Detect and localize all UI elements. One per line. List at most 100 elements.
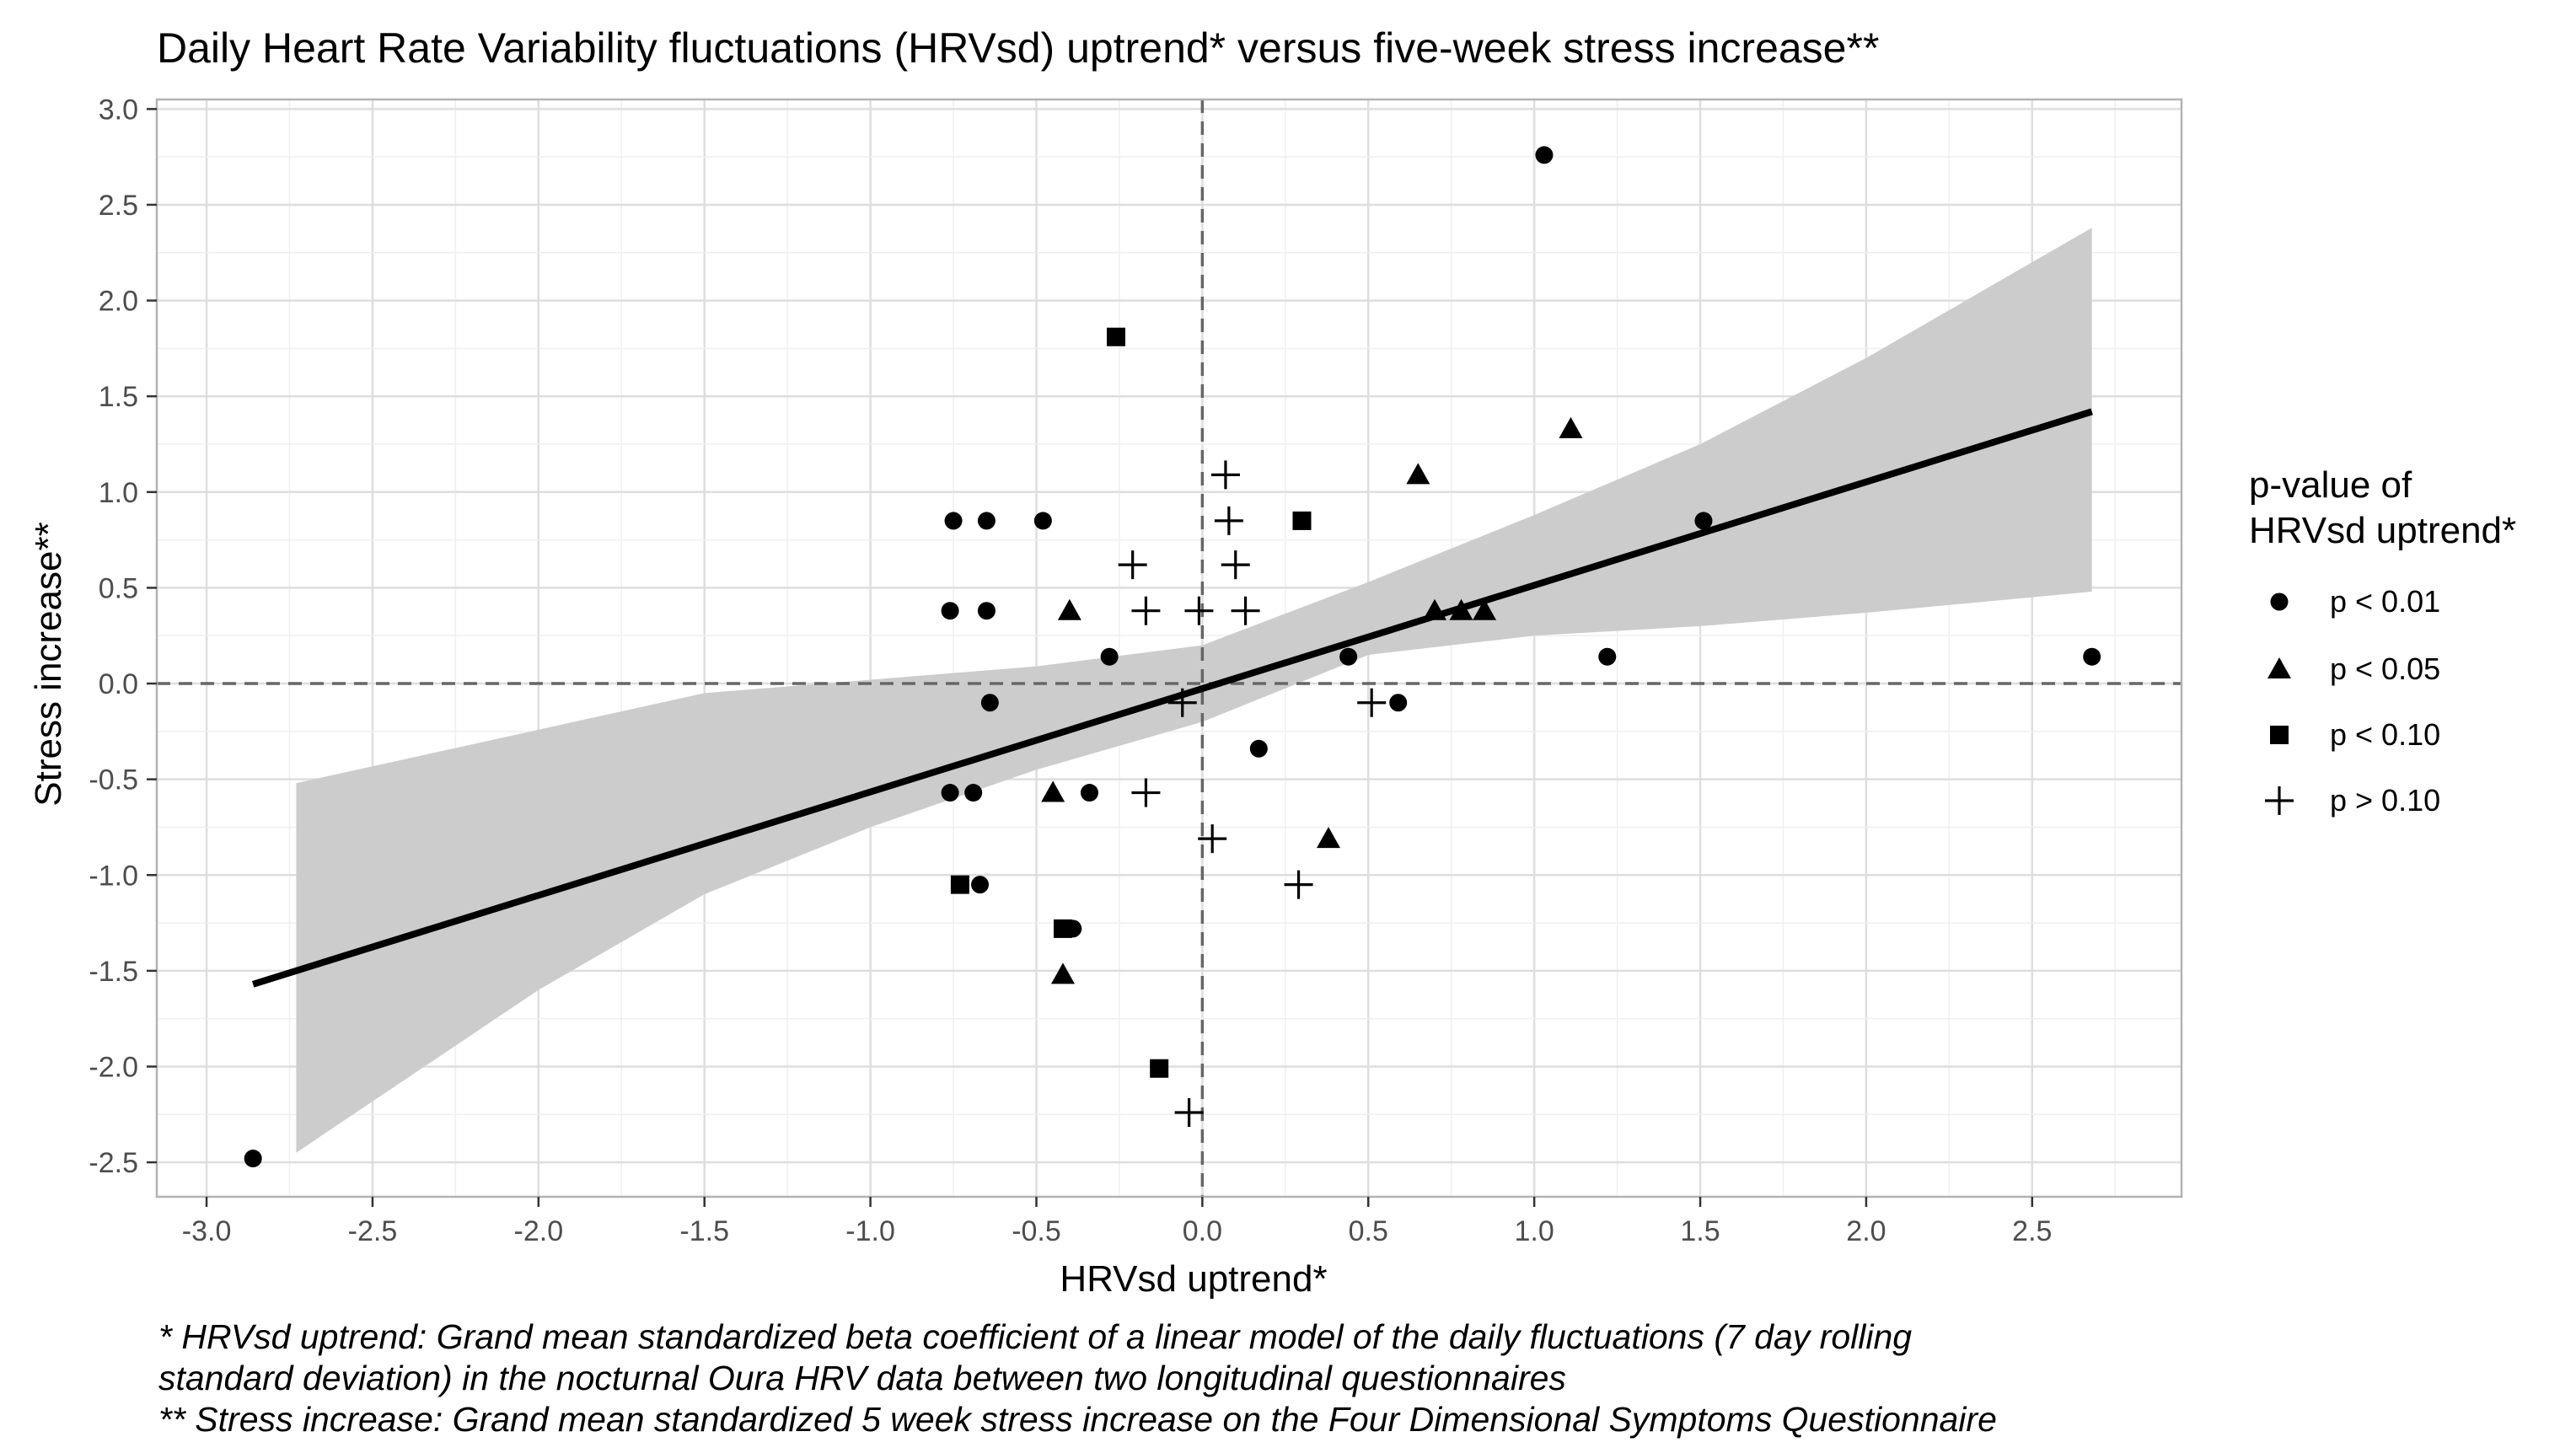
legend-label-p-lt-005: p < 0.05 [2330, 651, 2440, 686]
footnotes: * HRVsd uptrend: Grand mean standardized… [158, 1316, 2485, 1440]
point-plus [1357, 688, 1387, 717]
point-plus [1214, 506, 1243, 535]
point-circle [1694, 512, 1713, 530]
point-square [1292, 511, 1312, 530]
point-plus [1118, 550, 1147, 580]
legend-label-p-lt-001: p < 0.01 [2330, 584, 2440, 619]
x-tick-label: -1.5 [679, 1215, 729, 1247]
x-tick-label: -2.5 [348, 1215, 398, 1247]
point-circle [1535, 146, 1554, 164]
point-circle [1249, 739, 1268, 758]
point-triangle [1423, 598, 1447, 620]
point-plus [1198, 824, 1227, 854]
point-triangle [1449, 598, 1473, 620]
y-tick-label: -2.0 [89, 1051, 138, 1083]
y-axis-title: Stress increase** [28, 522, 69, 806]
point-circle [980, 694, 999, 712]
point-plus [1231, 596, 1260, 625]
point-plus [1174, 1098, 1204, 1128]
y-axis: -2.5 -2.0 -1.5 -1.0 -0.5 0.0 0.5 1.0 1.5 2.0 2.5 3.… [89, 94, 157, 1179]
series-square [950, 327, 1312, 1078]
x-tick-label: 1.0 [1515, 1215, 1554, 1247]
point-plus [1131, 778, 1161, 807]
point-circle [1598, 647, 1617, 666]
point-circle [1389, 694, 1408, 712]
point-circle [977, 602, 996, 620]
footnote-line-3: ** Stress increase: Grand mean standardi… [158, 1400, 1997, 1439]
point-triangle [1317, 827, 1341, 849]
legend-key-triangle [2267, 657, 2291, 678]
point-circle [1100, 647, 1119, 666]
legend-label-p-gt-010: p > 0.10 [2330, 783, 2440, 818]
x-axis: -3.0 -2.5 -2.0 -1.5 -1.0 -0.5 0.0 0.5 1.0 1.5 2.0 2… [182, 1197, 2052, 1247]
point-triangle [1559, 416, 1583, 438]
x-tick-label: 2.0 [1846, 1215, 1886, 1247]
footnote-line-2: standard deviation) in the nocturnal Our… [158, 1359, 1566, 1397]
y-tick-label: 1.0 [99, 477, 138, 509]
point-circle [971, 876, 990, 894]
y-tick-label: -2.5 [89, 1147, 138, 1179]
point-square [1150, 1059, 1169, 1078]
point-circle [941, 784, 959, 802]
x-tick-label: 0.5 [1349, 1215, 1388, 1247]
x-tick-label: 2.5 [2012, 1215, 2052, 1247]
y-tick-label: -0.5 [89, 764, 138, 796]
legend-key-circle [2270, 592, 2289, 611]
reference-lines [157, 99, 2182, 1197]
point-triangle [1041, 780, 1065, 802]
point-circle [944, 512, 963, 530]
x-axis-title: HRVsd uptrend* [1060, 1258, 1327, 1300]
point-circle [1080, 784, 1098, 802]
plot-panel-border [155, 98, 2183, 1198]
point-circle [941, 602, 959, 620]
legend-title-line-1: p-value of [2249, 464, 2412, 506]
x-tick-label: 1.5 [1680, 1215, 1720, 1247]
x-tick-label: 0.0 [1183, 1215, 1222, 1247]
point-triangle [1406, 463, 1430, 485]
point-plus [1284, 870, 1313, 899]
point-plus [1210, 460, 1240, 490]
footnote-line-1: * HRVsd uptrend: Grand mean standardized… [158, 1317, 1913, 1356]
regression-line [252, 408, 2093, 988]
point-triangle [1057, 598, 1081, 620]
point-square [1053, 919, 1072, 938]
legend-keys [2265, 592, 2294, 815]
series-plus [1118, 460, 1387, 1128]
x-tick-label: -0.5 [1012, 1215, 1061, 1247]
point-triangle [1473, 598, 1497, 620]
legend-label-p-lt-010: p < 0.10 [2330, 717, 2440, 752]
point-triangle [1050, 962, 1075, 984]
legend-key-plus [2265, 786, 2294, 815]
y-tick-label: 1.5 [99, 381, 138, 413]
point-circle [2083, 647, 2101, 666]
chart-title: Daily Heart Rate Variability fluctuation… [157, 24, 1879, 72]
y-tick-label: 3.0 [99, 94, 138, 126]
point-plus [1131, 596, 1161, 625]
x-tick-label: -3.0 [182, 1215, 232, 1247]
series-circle [244, 146, 2101, 1168]
point-plus [1221, 550, 1250, 580]
point-plus [1167, 688, 1197, 717]
data-points [244, 146, 2101, 1168]
x-tick-label: -1.0 [845, 1215, 895, 1247]
x-tick-label: -2.0 [514, 1215, 564, 1247]
point-square [1106, 327, 1125, 346]
point-circle [977, 512, 996, 530]
y-tick-label: -1.5 [89, 956, 138, 988]
legend-title-line-2: HRVsd uptrend* [2249, 510, 2516, 551]
y-tick-label: 2.5 [99, 190, 138, 222]
point-circle [964, 784, 983, 802]
point-circle [1033, 512, 1052, 530]
y-tick-label: -1.0 [89, 860, 138, 892]
legend: p-value of HRVsd uptrend* p < 0.01 p < 0… [2249, 464, 2516, 818]
point-circle [1339, 647, 1358, 666]
point-circle [244, 1150, 262, 1168]
y-tick-label: 0.0 [99, 668, 138, 700]
point-square [950, 875, 969, 894]
point-plus [1184, 596, 1214, 625]
series-triangle [1041, 416, 1583, 984]
legend-key-square [2270, 726, 2289, 744]
y-tick-label: 2.0 [99, 286, 138, 318]
y-tick-label: 0.5 [99, 572, 138, 604]
